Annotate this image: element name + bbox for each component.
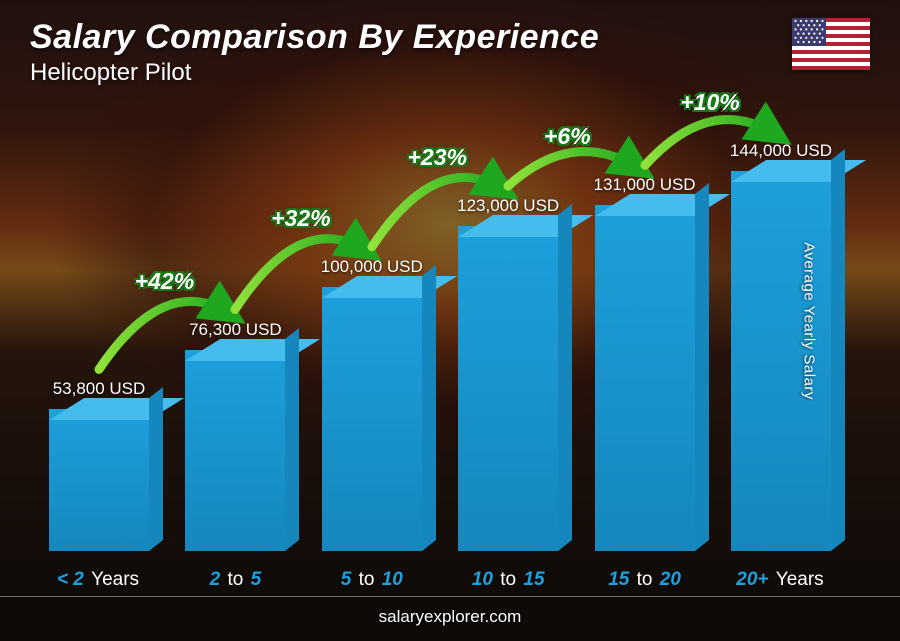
category-label: < 2 Years [40, 569, 158, 591]
category-label: 20+ Years [722, 569, 840, 591]
title-block: Salary Comparison By Experience Helicopt… [30, 18, 599, 87]
bar-value-label: 144,000 USD [730, 141, 832, 161]
page-subtitle: Helicopter Pilot [30, 59, 599, 87]
growth-pct: +10% [680, 89, 739, 116]
bar [185, 350, 285, 551]
bar-value-label: 100,000 USD [321, 257, 423, 277]
bar-chart: 53,800 USD 76,300 USD 100,000 USD 123,00… [40, 111, 840, 551]
bar-slot: 123,000 USD [449, 196, 567, 551]
category-label: 15 to 20 [586, 569, 704, 591]
bar-slot: 131,000 USD [586, 175, 704, 551]
growth-pct: +6% [544, 123, 591, 150]
bar-value-label: 131,000 USD [594, 175, 696, 195]
bar [458, 226, 558, 551]
page-title: Salary Comparison By Experience [30, 18, 599, 57]
bar-value-label: 123,000 USD [457, 196, 559, 216]
category-label: 5 to 10 [313, 569, 431, 591]
bar-value-label: 76,300 USD [189, 320, 282, 340]
category-row: < 2 Years 2 to 5 5 to 10 10 to 15 15 to 20 20… [40, 569, 840, 591]
growth-pct: +42% [135, 268, 194, 295]
growth-pct: +23% [408, 144, 467, 171]
category-label: 10 to 15 [449, 569, 567, 591]
footer-text: salaryexplorer.com [379, 607, 522, 626]
bar-value-label: 53,800 USD [53, 379, 146, 399]
category-label: 2 to 5 [176, 569, 294, 591]
bar-slot: 144,000 USD [722, 141, 840, 551]
bar [49, 409, 149, 551]
growth-pct: +32% [271, 205, 330, 232]
footer: salaryexplorer.com [0, 596, 900, 627]
bar [322, 287, 422, 551]
flag-icon [792, 18, 870, 70]
y-axis-label: Average Yearly Salary [801, 242, 818, 400]
bar-slot: 76,300 USD [176, 320, 294, 551]
header: Salary Comparison By Experience Helicopt… [30, 18, 870, 87]
bar [595, 205, 695, 551]
bar-slot: 100,000 USD [313, 257, 431, 551]
bar-slot: 53,800 USD [40, 379, 158, 551]
